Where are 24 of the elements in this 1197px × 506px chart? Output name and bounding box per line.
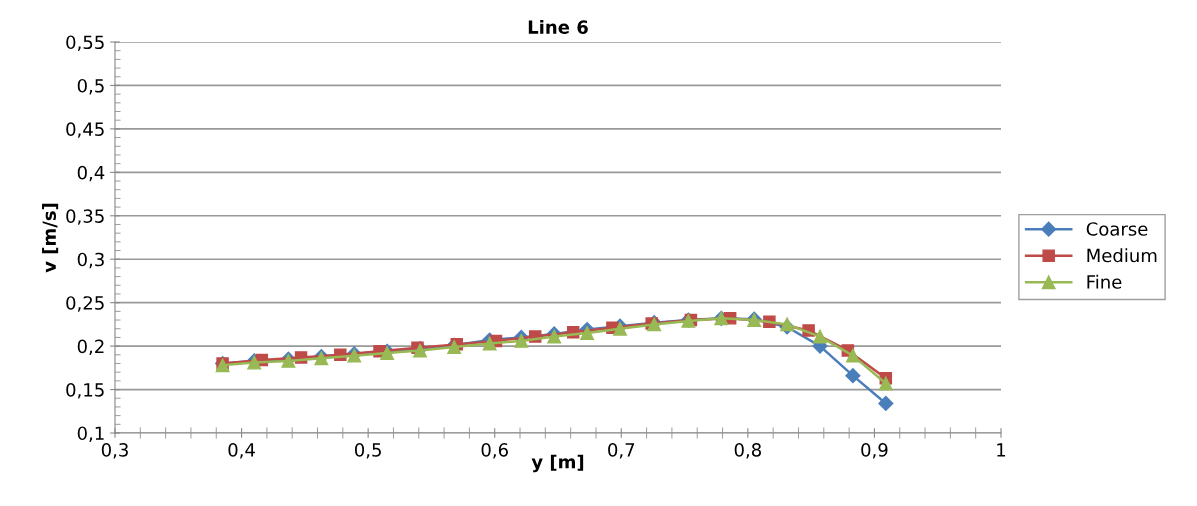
legend-label: Coarse bbox=[1086, 222, 1148, 236]
x-axis-title: y [m] bbox=[531, 454, 584, 473]
x-tick-label: 1 bbox=[997, 443, 1006, 457]
y-tick-label: 0,15 bbox=[66, 383, 104, 399]
y-tick-label: 0,3 bbox=[77, 252, 104, 269]
y-tick-label: 0,1 bbox=[77, 426, 104, 442]
x-tick-label: 0,6 bbox=[481, 443, 508, 459]
x-tick-label: 0,8 bbox=[734, 443, 761, 459]
y-tick-label: 0,35 bbox=[66, 209, 104, 225]
x-tick-label: 0,5 bbox=[354, 443, 381, 459]
x-tick-label: 0,4 bbox=[228, 443, 255, 459]
y-tick-label: 0,45 bbox=[66, 122, 104, 138]
y-tick-label: 0,55 bbox=[66, 35, 104, 51]
legend-label: Medium bbox=[1087, 248, 1157, 263]
y-tick-label: 0,2 bbox=[77, 339, 104, 356]
y-tick-label: 0,25 bbox=[66, 296, 104, 312]
x-tick-label: 0,9 bbox=[861, 443, 888, 459]
x-tick-label: 0,3 bbox=[101, 443, 128, 459]
y-tick-label: 0,5 bbox=[77, 78, 104, 95]
legend-label: Fine bbox=[1087, 274, 1122, 289]
x-tick-label: 0,7 bbox=[608, 443, 635, 459]
y-axis-title: v [m/s] bbox=[42, 203, 59, 273]
chart-title: Line 6 bbox=[528, 19, 588, 34]
y-tick-label: 0,4 bbox=[77, 165, 105, 182]
